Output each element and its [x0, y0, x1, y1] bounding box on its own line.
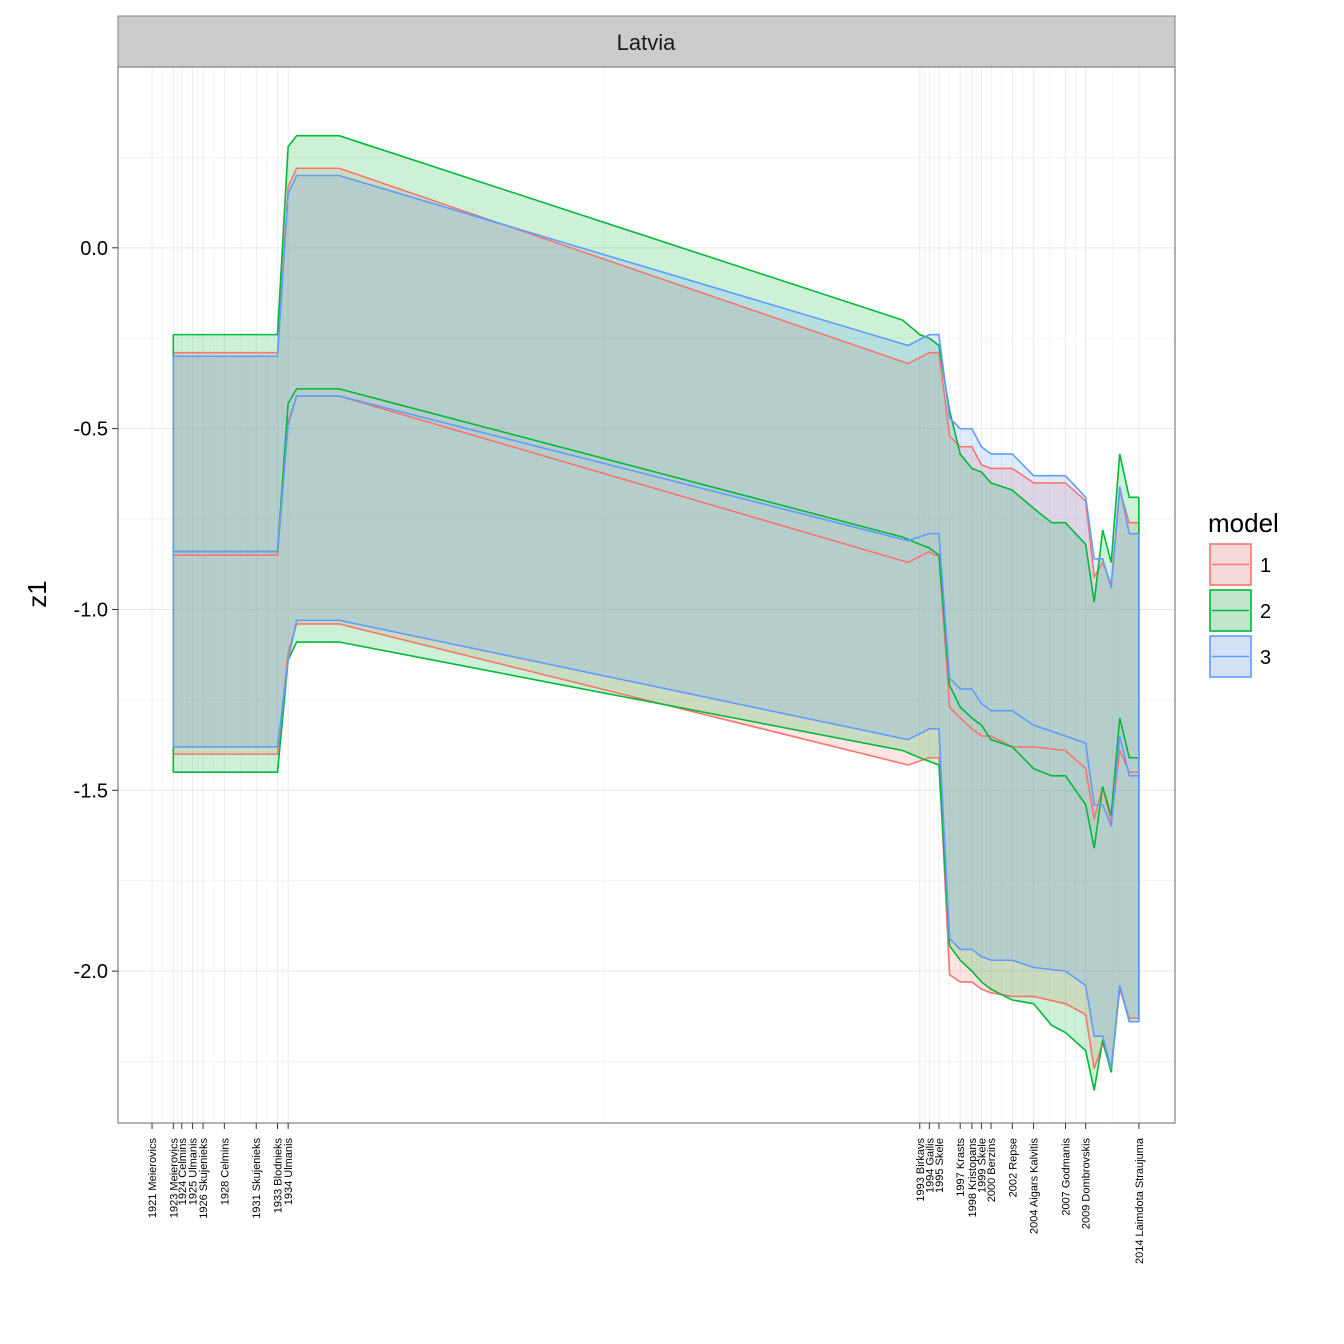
x-tick-label: 2004 Aigars Kalvitis	[1029, 1138, 1041, 1234]
legend-label-model-2: 2	[1260, 601, 1271, 623]
y-tick-label: -1.0	[74, 599, 108, 621]
series-lines	[172, 134, 1140, 1091]
x-tick-label: 1993 Birkavs	[915, 1138, 927, 1202]
x-tick-label: 1928 Celmins	[219, 1138, 231, 1206]
legend-label-model-3: 3	[1260, 647, 1271, 669]
x-tick-label: 1994 Gailis	[924, 1138, 936, 1194]
x-tick-label: 1995 Skele	[934, 1138, 946, 1193]
x-tick-label: 2007 Godmanis	[1060, 1138, 1072, 1216]
x-tick-label: 1924 Celmins	[177, 1138, 189, 1206]
ribbon-model-1	[173, 168, 1139, 1069]
x-tick-label: 1999 Skele	[976, 1138, 988, 1193]
x-tick-label: 1926 Skujenieks	[198, 1138, 210, 1219]
y-axis-label: z1	[22, 580, 52, 607]
facet-strip-label: Latvia	[617, 30, 676, 55]
ribbon-model-2	[173, 135, 1139, 1091]
x-tick-label: 2009 Dombrovskis	[1081, 1138, 1093, 1230]
line-model-1-lower	[173, 623, 1139, 1070]
x-tick-label: 1997 Krasts	[955, 1138, 967, 1197]
x-tick-label: 2000 Berzins	[986, 1138, 998, 1203]
panel-border	[117, 66, 1176, 1124]
y-tick-label: -1.5	[74, 780, 108, 802]
x-tick-label: 1933 Blodnieks	[273, 1138, 285, 1214]
line-model-3-upper	[173, 174, 1139, 588]
y-tick-label: 0.0	[80, 238, 108, 260]
line-model-3-mid	[173, 395, 1139, 827]
line-model-3-lower	[173, 619, 1139, 1069]
ribbons	[173, 135, 1139, 1091]
gridlines	[118, 67, 1175, 1123]
line-model-1-mid	[173, 395, 1139, 824]
legend-title: model	[1208, 508, 1279, 538]
legend-label-model-1: 1	[1260, 555, 1271, 577]
facet-strip	[117, 15, 1176, 68]
line-model-2-upper	[173, 134, 1139, 603]
x-tick-label: 1921 Meierovics	[147, 1138, 159, 1219]
ribbon-model-3	[173, 175, 1139, 1069]
legend: model 1 2 3	[1208, 508, 1279, 678]
x-tick-label: 1934 Ulmanis	[283, 1138, 295, 1206]
x-tick-label: 1925 Ulmanis	[187, 1138, 199, 1206]
plot-panel	[118, 67, 1175, 1123]
x-tick-label: 2002 Repse	[1007, 1138, 1019, 1197]
y-tick-label: -0.5	[74, 419, 108, 441]
y-tick-label: -2.0	[74, 961, 108, 983]
x-tick-label: 1923 Meierovics	[168, 1138, 180, 1219]
x-tick-label: 1931 Skujenieks	[251, 1138, 263, 1219]
x-tick-label: 2014 Laimdota Straujuma	[1134, 1137, 1146, 1264]
line-model-2-lower	[173, 641, 1139, 1091]
x-tick-label: 1998 Kristopans	[967, 1138, 979, 1218]
y-axis: 0.0 -0.5 -1.0 -1.5 -2.0	[74, 238, 118, 983]
